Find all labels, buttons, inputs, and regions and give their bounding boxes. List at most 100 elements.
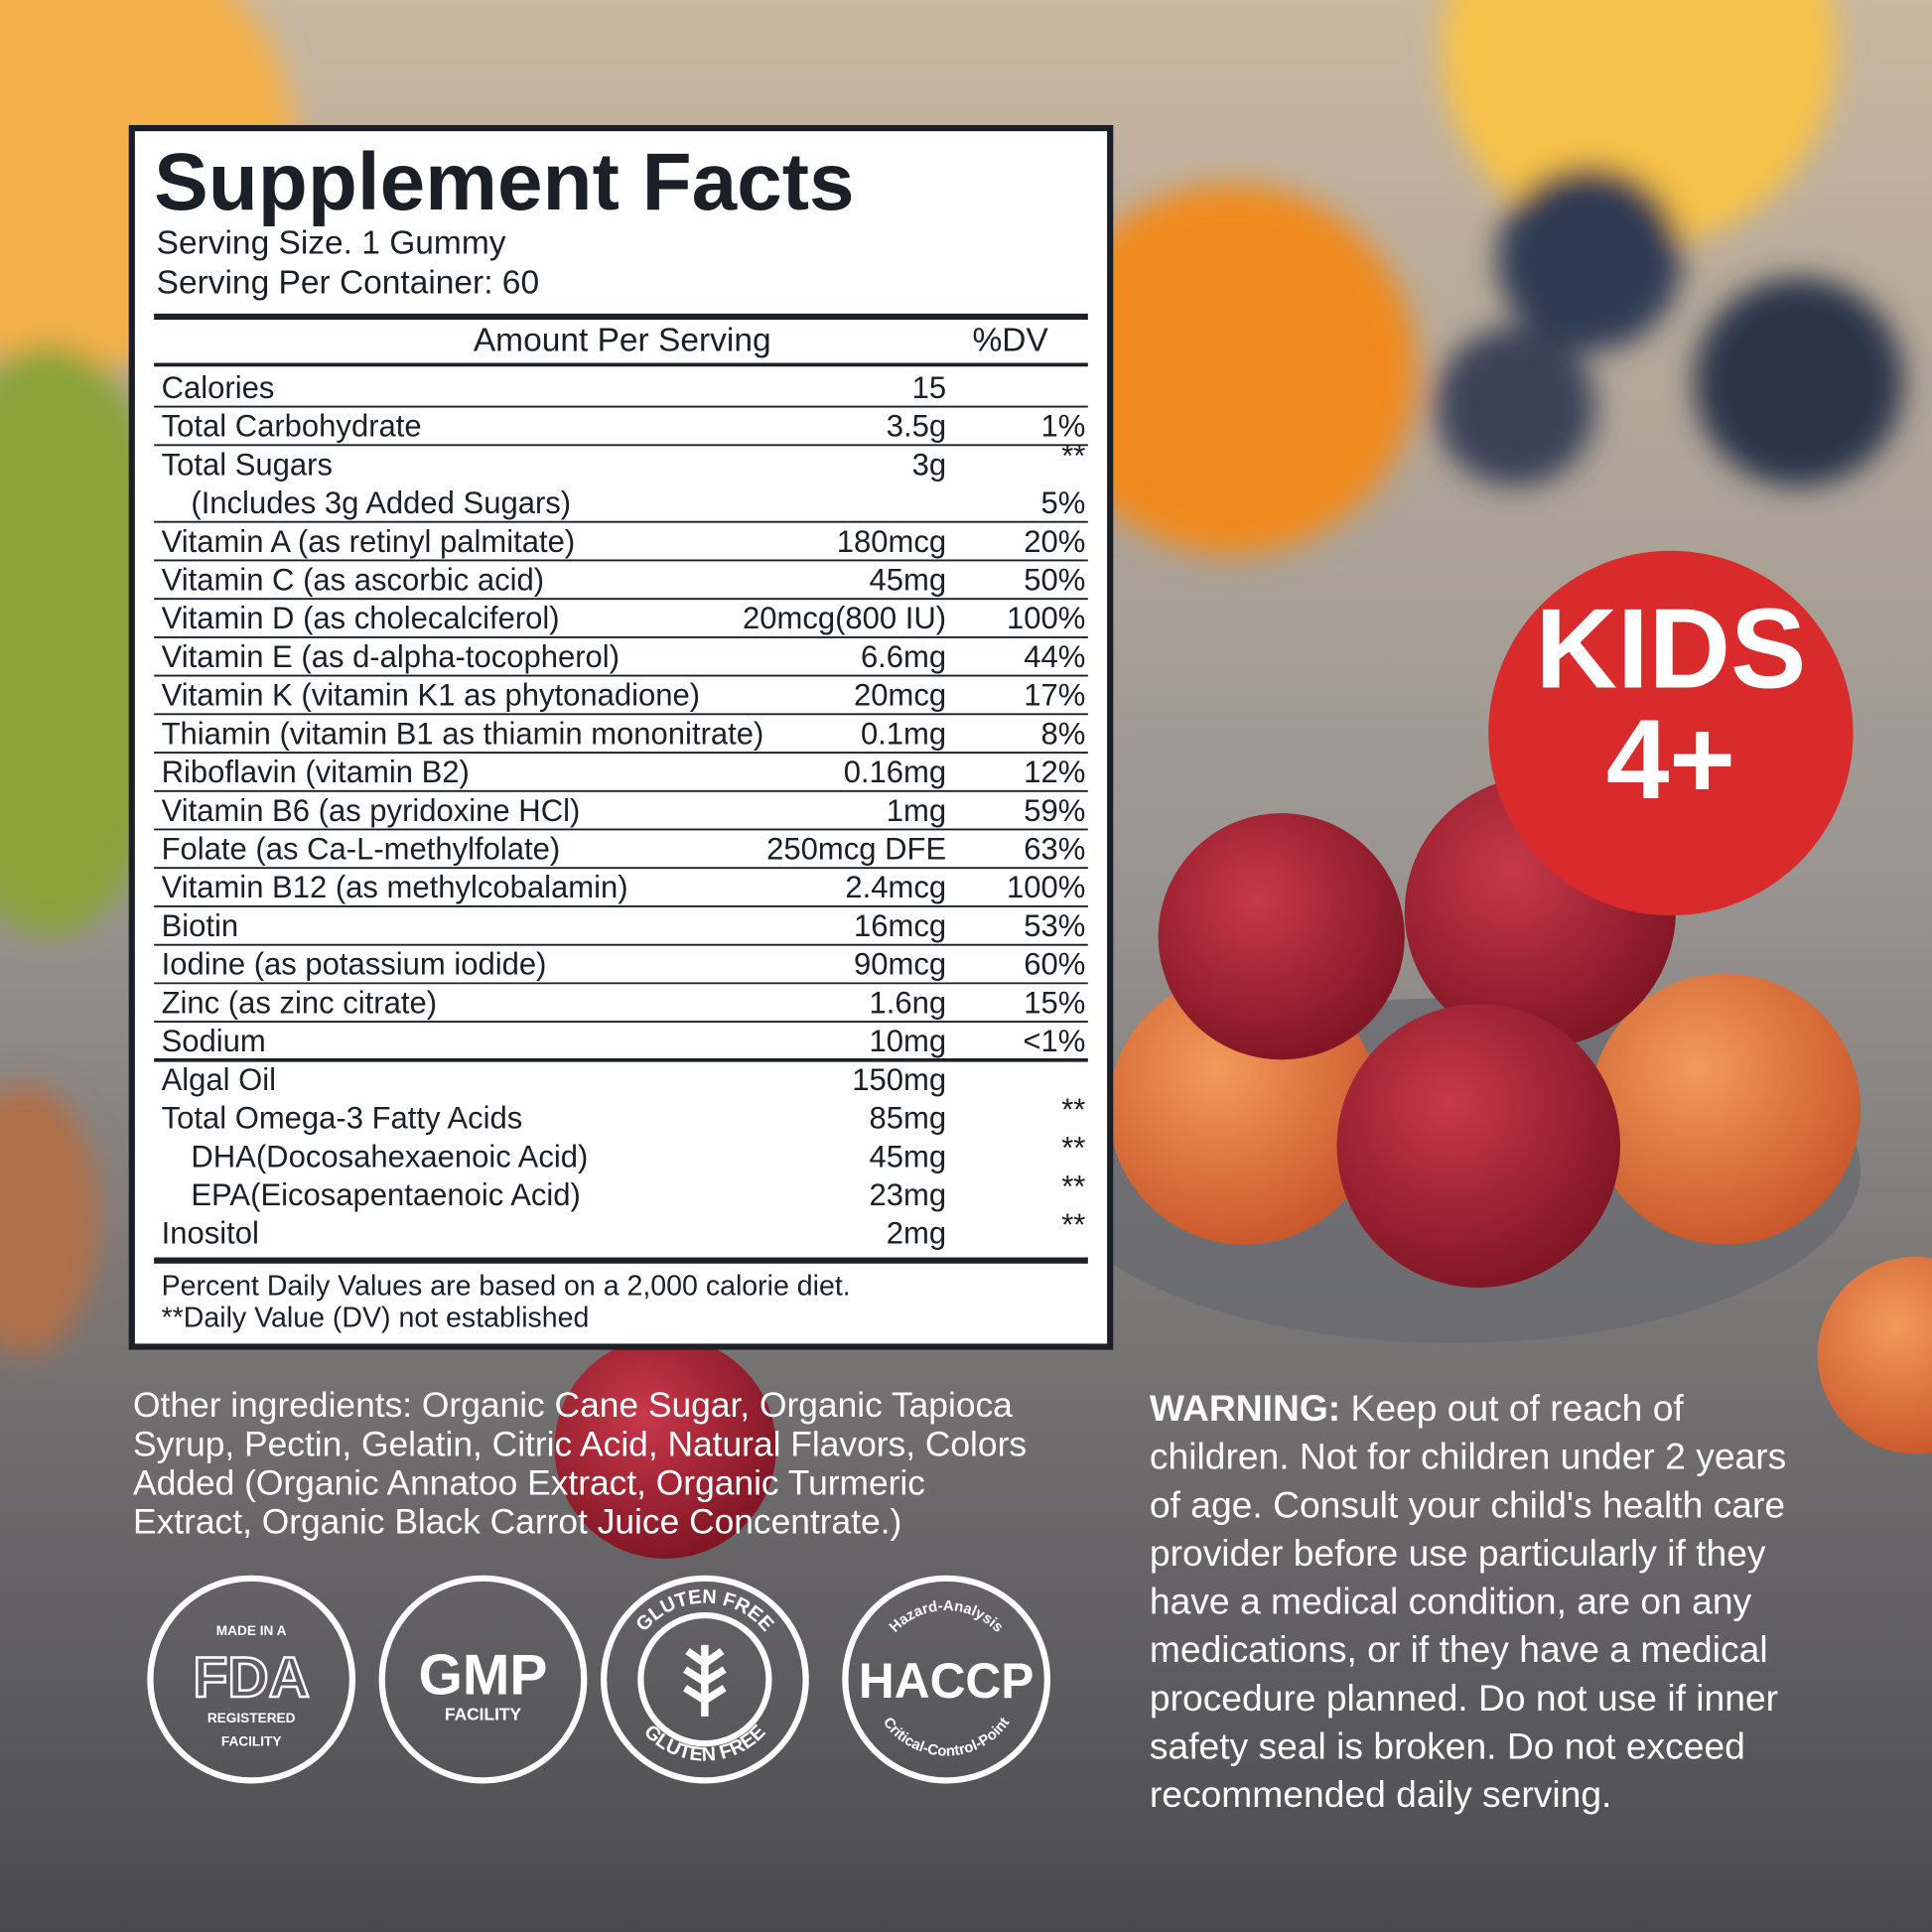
row-dv: ** <box>1061 1092 1085 1127</box>
warning-line: provider before use particularly if they <box>1150 1532 1766 1574</box>
row-amount: 15 <box>912 370 947 405</box>
row-amount: 10mg <box>870 1024 947 1058</box>
row-name: (Includes 3g Added Sugars) <box>191 485 571 520</box>
panel-box <box>128 124 1114 1350</box>
row-name: EPA(Eicosapentaenoic Acid) <box>191 1177 581 1212</box>
row-name: Folate (as Ca-L-methylfolate) <box>162 832 561 867</box>
row-name: Total Sugars <box>162 447 333 482</box>
fda-logo <box>147 1575 356 1784</box>
warning: WARNING: Keep out of reach of children. … <box>1150 1387 1786 1815</box>
warning-line: have a medical condition, are on any <box>1150 1581 1752 1622</box>
row-name: Inositol <box>162 1216 259 1251</box>
row-amount: 150mg <box>852 1062 946 1097</box>
row-amount: 3g <box>912 447 947 482</box>
row-amount: 6.6mg <box>861 639 946 674</box>
wheat-icon <box>683 1644 727 1717</box>
row-dv: 63% <box>1024 832 1085 867</box>
servings: Serving Per Container: 60 <box>157 264 539 301</box>
row-dv: 60% <box>1024 947 1085 982</box>
fda-bottom: FACILITY <box>221 1734 282 1749</box>
warning-line: procedure planned. Do not use if inner <box>1150 1677 1778 1719</box>
row-name: Biotin <box>162 908 239 943</box>
row-dv: 20% <box>1024 524 1085 559</box>
row-amount: 2.4mcg <box>845 870 946 904</box>
row-amount: 85mg <box>870 1101 947 1136</box>
row-dv: 100% <box>1007 601 1085 635</box>
header-amount: Amount Per Serving <box>474 323 771 359</box>
row-name: Vitamin B6 (as pyridoxine HCl) <box>162 793 581 828</box>
row-dv: 100% <box>1007 870 1085 904</box>
row-dv: ** <box>1061 439 1085 474</box>
footnote: Percent Daily Values are based on a 2,00… <box>162 1270 851 1302</box>
supplement-facts-panel: Supplement Facts Serving Size. 1 Gummy S… <box>128 124 1114 1350</box>
row-dv: 53% <box>1024 908 1085 943</box>
row-dv: <1% <box>1023 1024 1085 1058</box>
panel-title: Supplement Facts <box>154 137 854 227</box>
row-name: Iodine (as potassium iodide) <box>162 947 547 982</box>
row-name: Vitamin A (as retinyl palmitate) <box>162 524 576 559</box>
certifications <box>147 1575 1051 1784</box>
haccp-main: HACCP <box>859 1653 1034 1709</box>
row-name: DHA(Docosahexaenoic Acid) <box>191 1139 588 1173</box>
row-amount: 250mcg DFE <box>766 832 946 867</box>
fda-main: FDA <box>194 1646 310 1710</box>
ingredients-line: Added (Organic Annatoo Extract, Organic … <box>133 1463 925 1502</box>
row-dv: ** <box>1061 1131 1085 1166</box>
rows: Calories 15 Total Carbohydrate 3.5g 1% Total … <box>154 370 1088 1251</box>
warning-line: recommended daily serving. <box>1150 1773 1611 1815</box>
row-amount: 0.1mg <box>861 716 946 751</box>
row-name: Riboflavin (vitamin B2) <box>162 755 470 789</box>
row-name: Thiamin (vitamin B1 as thiamin mononitra… <box>162 716 764 751</box>
ingredients-line: Extract, Organic Black Carrot Juice Conc… <box>133 1503 901 1542</box>
row-amount: 3.5g <box>887 409 946 444</box>
row-name: Vitamin K (vitamin K1 as phytonadione) <box>162 678 701 713</box>
row-amount: 16mcg <box>854 908 946 943</box>
row-name: Zinc (as zinc citrate) <box>162 985 437 1020</box>
gmp-bottom: FACILITY <box>445 1705 522 1725</box>
warning-line: children. Not for children under 2 years <box>1150 1436 1786 1477</box>
row-dv: 44% <box>1024 639 1085 674</box>
badge-line: KIDS <box>1536 587 1807 713</box>
row-dv: 15% <box>1024 985 1085 1020</box>
other-ingredients: Other ingredients: Organic Cane Sugar, O… <box>133 1386 1027 1541</box>
badge-line: 4+ <box>1606 697 1735 823</box>
kids-badge: KIDS 4+ <box>1488 550 1854 916</box>
row-dv: 50% <box>1024 562 1085 597</box>
row-name: Total Carbohydrate <box>162 409 422 444</box>
row-amount: 1.6ng <box>870 985 947 1020</box>
badge-circle <box>1488 550 1854 916</box>
serving-size: Serving Size. 1 Gummy <box>157 225 506 262</box>
row-dv: 12% <box>1024 755 1085 789</box>
row-dv: 8% <box>1041 716 1086 751</box>
header-dv: %DV <box>973 323 1049 359</box>
row-amount: 23mg <box>870 1177 947 1212</box>
row-amount: 2mg <box>887 1216 946 1251</box>
row-name: Algal Oil <box>162 1062 277 1097</box>
haccp-logo <box>842 1575 1051 1784</box>
row-dv: 17% <box>1024 678 1085 713</box>
row-amount: 45mg <box>870 1139 947 1173</box>
gmp-logo <box>378 1575 588 1784</box>
fda-top: MADE IN A <box>216 1623 287 1638</box>
fda-bottom: REGISTERED <box>207 1711 296 1725</box>
row-name: Total Omega-3 Fatty Acids <box>162 1101 523 1136</box>
gmp-main: GMP <box>418 1643 547 1707</box>
gluten-inner <box>637 1611 772 1747</box>
row-name: Calories <box>162 370 275 405</box>
warning-line: of age. Consult your child's health care <box>1150 1483 1785 1525</box>
row-name: Vitamin D (as cholecalciferol) <box>162 601 560 635</box>
row-dv: ** <box>1061 1207 1085 1242</box>
row-amount: 45mg <box>870 562 947 597</box>
row-amount: 20mcg(800 IU) <box>743 601 946 635</box>
row-name: Vitamin E (as d-alpha-tocopherol) <box>162 639 620 674</box>
row-dv: 1% <box>1041 409 1086 444</box>
warning-line: medications, or if they have a medical <box>1150 1628 1768 1670</box>
row-amount: 0.16mg <box>844 755 946 789</box>
gluten-logo <box>601 1575 809 1784</box>
row-dv: ** <box>1061 1169 1085 1203</box>
warning-label: WARNING: <box>1150 1387 1340 1429</box>
row-name: Sodium <box>162 1024 266 1058</box>
row-name: Vitamin C (as ascorbic acid) <box>162 562 545 597</box>
row-amount: 1mg <box>887 793 946 828</box>
